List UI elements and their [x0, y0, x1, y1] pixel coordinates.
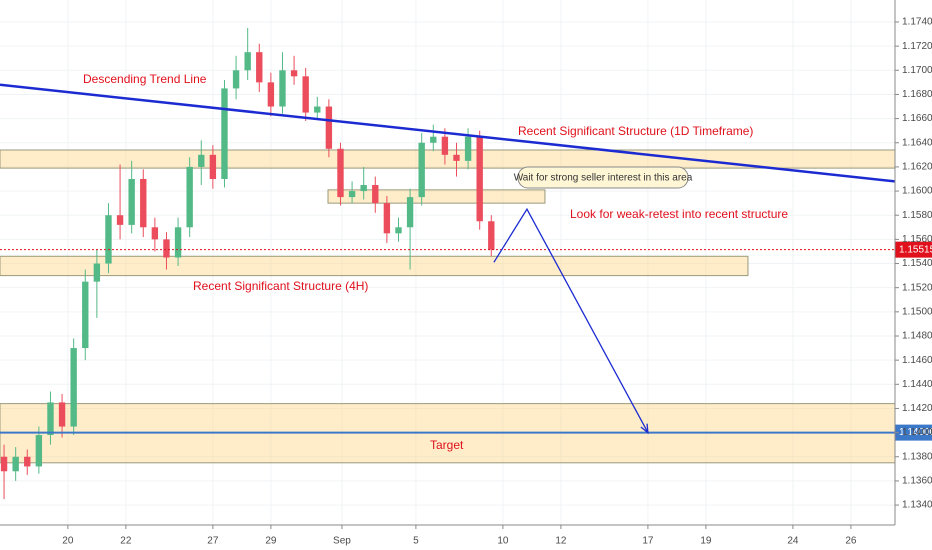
zone-label: Target — [430, 438, 464, 452]
y-tick-label: 1.14000 — [902, 427, 932, 438]
price-tag — [895, 241, 932, 258]
zone-label: Recent Significant Structure (4H) — [193, 279, 368, 293]
zone — [327, 189, 546, 204]
candle-body — [105, 215, 112, 264]
candle-body — [93, 263, 101, 282]
candle-body — [82, 281, 89, 349]
y-tick-label: 1.15800 — [902, 210, 932, 221]
projection-arrow — [493, 207, 649, 433]
x-tick-label: 17 — [642, 536, 654, 547]
arrow-head — [640, 423, 649, 435]
candle-body — [337, 148, 344, 198]
x-tick-label: 29 — [265, 536, 277, 547]
candle-body — [47, 402, 54, 436]
y-tick-label: 1.13800 — [902, 451, 932, 462]
x-tick-label: 20 — [62, 536, 74, 547]
candle-body — [279, 70, 286, 107]
price-tag-label: 1.15515 — [899, 244, 932, 255]
y-tick-label: 1.17200 — [902, 41, 932, 52]
callout: Wait for strong seller interest in this … — [514, 173, 693, 184]
x-tick-label: Sep — [333, 536, 351, 547]
x-tick-label: 27 — [207, 536, 219, 547]
candle-body — [151, 227, 159, 240]
candle-body — [209, 154, 217, 179]
candle-body — [198, 154, 205, 167]
candle-body — [58, 402, 66, 427]
candle-body — [0, 456, 8, 472]
x-tick-label: 19 — [700, 536, 712, 547]
y-tick-label: 1.13400 — [902, 500, 932, 511]
y-tick-label: 1.16600 — [902, 113, 932, 124]
candle-body — [430, 136, 437, 143]
candle-body — [267, 82, 275, 107]
candle-body — [360, 185, 367, 192]
callout-box — [517, 166, 689, 189]
candle-body — [302, 76, 309, 113]
y-tick-label: 1.15400 — [902, 258, 932, 269]
zone — [0, 255, 749, 277]
candle-body — [232, 70, 240, 89]
trend-line — [0, 83, 896, 183]
candle-body — [383, 203, 391, 234]
y-tick-label: 1.16800 — [902, 89, 932, 100]
y-tick-label: 1.14800 — [902, 331, 932, 342]
y-tick-label: 1.15200 — [902, 282, 932, 293]
y-tick-label: 1.16200 — [902, 162, 932, 173]
trend-line-label: Descending Trend Line — [83, 72, 207, 86]
x-tick-label: 10 — [497, 536, 509, 547]
candle-body — [24, 456, 31, 467]
candle-body — [488, 221, 495, 250]
overlays: 1.15515 1.14000 — [0, 83, 932, 441]
candle-body — [12, 456, 19, 472]
candle-body — [314, 106, 321, 113]
candle-body — [140, 178, 147, 228]
y-tick-label: 1.15600 — [902, 234, 932, 245]
candle-body — [163, 239, 170, 258]
y-tick-label: 1.15000 — [902, 306, 932, 317]
y-tick-label: 1.17000 — [902, 65, 932, 76]
x-tick-label: 5 — [413, 536, 419, 547]
candle-body — [128, 178, 135, 225]
candle-body — [256, 52, 263, 83]
candle-body — [395, 227, 402, 234]
candle-body — [441, 136, 449, 155]
candle-body — [325, 106, 333, 149]
zone-label: Recent Significant Structure (1D Timefra… — [518, 124, 753, 138]
candle-body — [290, 70, 298, 77]
price-tag — [895, 424, 932, 441]
candle-body — [35, 435, 43, 467]
candle-body — [221, 88, 228, 179]
candle-body — [464, 136, 472, 161]
y-tick-label: 1.17400 — [902, 17, 932, 28]
y-tick-label: 1.14200 — [902, 403, 932, 414]
x-tick-label: 24 — [787, 536, 799, 547]
y-tick-label: 1.16400 — [902, 137, 932, 148]
price-tag-label: 1.14000 — [899, 427, 932, 438]
candle-body — [174, 227, 182, 258]
candle-body — [372, 185, 379, 204]
candle-body — [116, 215, 124, 225]
candle-body — [244, 52, 251, 71]
note: Look for weak-retest into recent structu… — [570, 207, 788, 221]
candle-body — [406, 197, 414, 228]
candle-body — [186, 166, 193, 228]
x-tick-label: 12 — [555, 536, 567, 547]
candle-body — [453, 154, 460, 161]
candle-body — [348, 191, 356, 198]
y-tick-label: 1.14400 — [902, 379, 932, 390]
candle-body — [476, 136, 483, 222]
y-tick-label: 1.16000 — [902, 186, 932, 197]
y-tick-label: 1.13600 — [902, 476, 932, 487]
x-tick-label: 22 — [120, 536, 132, 547]
candles — [0, 28, 495, 500]
candle-body — [418, 142, 425, 198]
candle-body — [70, 348, 77, 427]
y-tick-label: 1.14600 — [902, 355, 932, 366]
x-tick-label: 26 — [845, 536, 857, 547]
